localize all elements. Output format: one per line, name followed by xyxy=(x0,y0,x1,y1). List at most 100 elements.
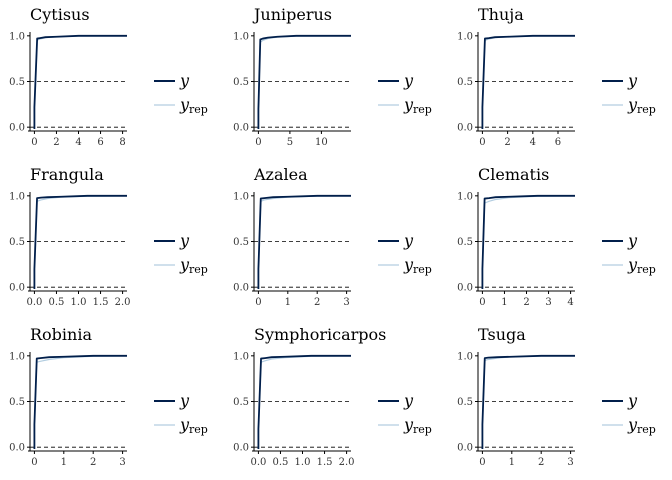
y-tick-label: 1.0 xyxy=(9,191,25,202)
legend-label-yrep-subscript: rep xyxy=(189,103,208,116)
y-tick-label: 1.0 xyxy=(457,351,473,362)
legend: yy rep xyxy=(602,231,656,276)
x-tick-label: 3 xyxy=(567,457,573,468)
x-tick-label: 8 xyxy=(119,137,125,148)
x-tick-label: 2.0 xyxy=(115,297,131,308)
series-line-yrep xyxy=(33,35,128,129)
series-line-yrep xyxy=(257,35,352,129)
y-tick-label: 1.0 xyxy=(233,351,249,362)
x-tick-label: 0.0 xyxy=(26,297,42,308)
series-line-yrep xyxy=(257,195,352,289)
legend-label-y: y xyxy=(403,71,414,90)
legend-label-y: y xyxy=(179,231,190,250)
x-tick-label: 4 xyxy=(75,137,81,148)
y-tick-label: 0.5 xyxy=(233,397,249,408)
y-tick-label: 0.0 xyxy=(9,443,25,454)
series-line-yrep xyxy=(481,355,576,449)
panel-title: Cytisus xyxy=(30,5,90,24)
y-tick-label: 0.5 xyxy=(457,77,473,88)
panel-symphoricarpos: Symphoricarpos 0.0 0.5 1.0 0.0 0.5 1.0 1.5 2.0 yy… xyxy=(233,325,432,468)
series-line-yrep xyxy=(481,195,576,289)
series-line-y xyxy=(33,354,127,449)
legend-label-y: y xyxy=(403,231,414,250)
x-tick-label: 4 xyxy=(567,297,573,308)
legend: yy rep xyxy=(378,231,432,276)
legend-label-y: y xyxy=(179,71,190,90)
series-line-yrep xyxy=(257,355,352,449)
x-tick-label: 5 xyxy=(287,137,293,148)
panel-title: Juniperus xyxy=(252,5,332,24)
y-tick-label: 0.5 xyxy=(9,397,25,408)
legend-label-yrep-subscript: rep xyxy=(413,103,432,116)
x-tick-label: 0.0 xyxy=(250,457,266,468)
y-tick-label: 0.5 xyxy=(457,237,473,248)
panel-title: Robinia xyxy=(30,325,92,344)
legend-label-yrep: y xyxy=(403,255,414,274)
x-tick-label: 1 xyxy=(501,297,507,308)
legend-label-yrep-subscript: rep xyxy=(413,423,432,436)
x-tick-label: 3 xyxy=(343,297,349,308)
y-tick-label: 0.0 xyxy=(457,283,473,294)
series-line-y xyxy=(257,194,351,289)
y-tick-label: 0.0 xyxy=(9,123,25,134)
x-tick-label: 4 xyxy=(530,137,536,148)
series-line-y xyxy=(481,194,575,289)
x-tick-label: 1.0 xyxy=(295,457,311,468)
y-tick-label: 1.0 xyxy=(233,31,249,42)
x-tick-label: 0 xyxy=(31,137,37,148)
x-tick-label: 1.5 xyxy=(93,297,109,308)
y-tick-label: 0.5 xyxy=(233,237,249,248)
series-line-y xyxy=(481,34,575,129)
legend-label-yrep: y xyxy=(179,415,190,434)
x-tick-label: 0 xyxy=(255,297,261,308)
legend: yy rep xyxy=(602,71,656,116)
legend-label-y: y xyxy=(627,71,638,90)
series-line-y xyxy=(481,354,575,449)
legend-label-y: y xyxy=(179,391,190,410)
series-line-yrep xyxy=(481,35,576,129)
y-tick-label: 1.0 xyxy=(457,31,473,42)
legend-label-yrep-subscript: rep xyxy=(637,423,656,436)
y-tick-label: 0.5 xyxy=(233,77,249,88)
y-tick-label: 0.0 xyxy=(457,443,473,454)
y-tick-label: 1.0 xyxy=(457,191,473,202)
x-tick-label: 2 xyxy=(53,137,59,148)
y-tick-label: 0.0 xyxy=(233,283,249,294)
series-line-y xyxy=(257,34,351,129)
legend-label-y: y xyxy=(627,231,638,250)
y-tick-label: 0.5 xyxy=(9,237,25,248)
x-tick-label: 2 xyxy=(538,457,544,468)
x-tick-label: 0 xyxy=(479,297,485,308)
legend-label-yrep: y xyxy=(403,95,414,114)
y-tick-label: 0.0 xyxy=(457,123,473,134)
x-tick-label: 3 xyxy=(119,457,125,468)
legend: yy rep xyxy=(378,391,432,436)
x-tick-label: 0.5 xyxy=(49,297,65,308)
legend: yy rep xyxy=(378,71,432,116)
panel-title: Azalea xyxy=(253,165,308,184)
x-tick-label: 10 xyxy=(315,137,328,148)
legend-label-yrep-subscript: rep xyxy=(413,263,432,276)
x-tick-label: 2 xyxy=(314,297,320,308)
legend: yy rep xyxy=(154,231,208,276)
x-tick-label: 2 xyxy=(504,137,510,148)
y-tick-label: 1.0 xyxy=(9,351,25,362)
y-tick-label: 0.0 xyxy=(233,123,249,134)
legend-label-yrep-subscript: rep xyxy=(189,263,208,276)
series-line-y xyxy=(33,34,127,129)
legend-label-y: y xyxy=(403,391,414,410)
x-tick-label: 2 xyxy=(523,297,529,308)
legend-label-yrep: y xyxy=(627,255,638,274)
series-line-yrep xyxy=(33,195,128,289)
x-tick-label: 6 xyxy=(97,137,103,148)
series-line-y xyxy=(257,354,351,449)
legend: yy rep xyxy=(602,391,656,436)
legend-label-yrep-subscript: rep xyxy=(189,423,208,436)
y-tick-label: 1.0 xyxy=(9,31,25,42)
x-tick-label: 1 xyxy=(509,457,515,468)
legend-label-yrep: y xyxy=(627,95,638,114)
legend-label-yrep-subscript: rep xyxy=(637,263,656,276)
